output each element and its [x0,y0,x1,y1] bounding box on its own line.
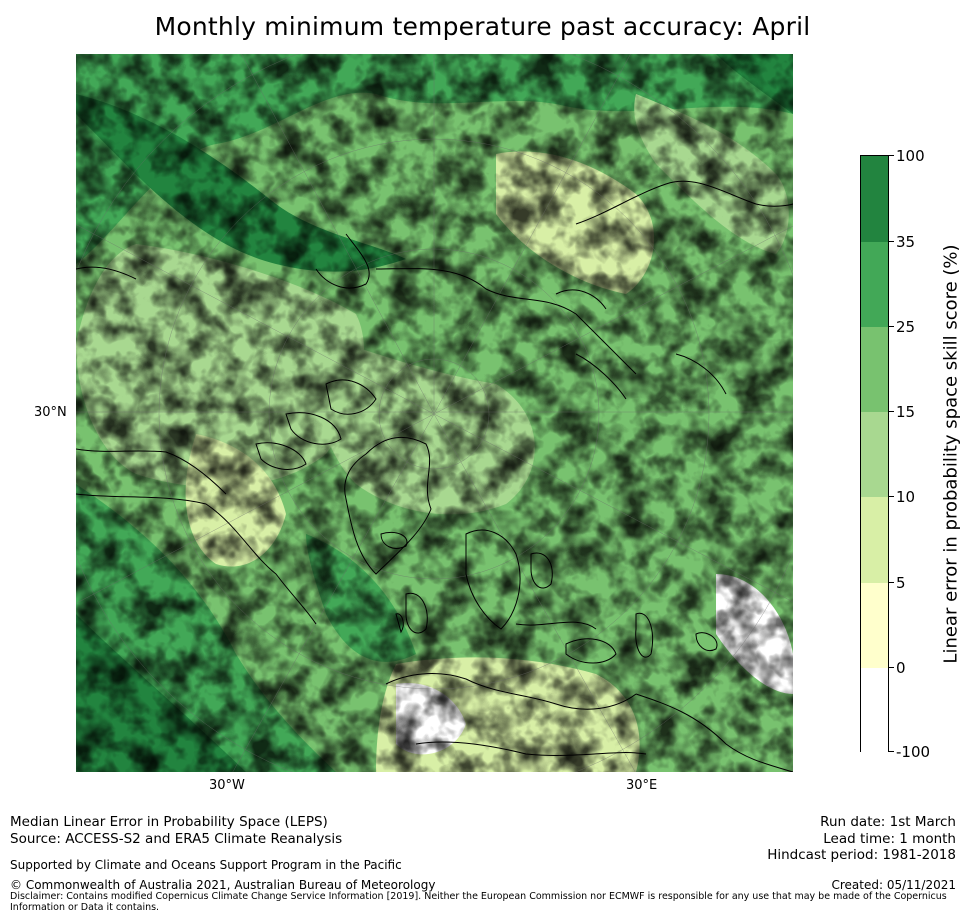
colorbar-tick [889,411,894,412]
colorbar-seg-5-10 [861,497,888,583]
footer-support: Supported by Climate and Oceans Support … [10,858,402,872]
colorbar [860,155,889,753]
colorbar-seg-35-100 [861,156,888,242]
colorbar-tick-label: 35 [896,233,916,251]
colorbar-tick-label: 10 [896,488,916,506]
graticule [76,54,793,772]
lon-label-30e: 30°E [626,778,658,793]
colorbar-tick-label: -100 [896,743,931,761]
colorbar-tick-label: 100 [896,147,925,165]
footer-source: Source: ACCESS-S2 and ERA5 Climate Reana… [10,831,343,847]
colorbar-tick-label: 15 [896,403,916,421]
footer-disclaimer: Disclaimer: Contains modified Copernicus… [10,891,947,913]
footer-method: Median Linear Error in Probability Space… [10,814,328,830]
colorbar-tick [889,582,894,583]
lon-label-30w: 30°W [209,778,245,793]
colorbar-tick [889,326,894,327]
colorbar-tick-label: 25 [896,318,916,336]
colorbar-tick-label: 0 [896,659,906,677]
colorbar-seg-0-5 [861,583,888,668]
colorbar-seg-25-35 [861,242,888,327]
colorbar-seg-15-25 [861,327,888,412]
chart-title: Monthly minimum temperature past accurac… [154,12,811,41]
lat-label-30n: 30°N [34,405,67,420]
colorbar-tick [889,667,894,668]
footer-lead-time: Lead time: 1 month [823,831,956,847]
skill-map [76,54,793,772]
coastlines [76,180,793,772]
footer-copyright: © Commonwealth of Australia 2021, Austra… [10,878,436,892]
footer-run-date: Run date: 1st March [820,814,956,830]
colorbar-tick [889,241,894,242]
colorbar-tick-label: 5 [896,574,906,592]
colorbar-tick [889,751,894,752]
skill-map-svg [76,54,793,772]
colorbar-tick [889,155,894,156]
footer-hindcast: Hindcast period: 1981-2018 [767,847,956,863]
colorbar-seg-10-15 [861,412,888,497]
footer-created: Created: 05/11/2021 [831,878,956,892]
colorbar-label: Linear error in probability space skill … [940,244,962,664]
colorbar-seg-neg100-0 [861,668,888,753]
colorbar-tick [889,496,894,497]
